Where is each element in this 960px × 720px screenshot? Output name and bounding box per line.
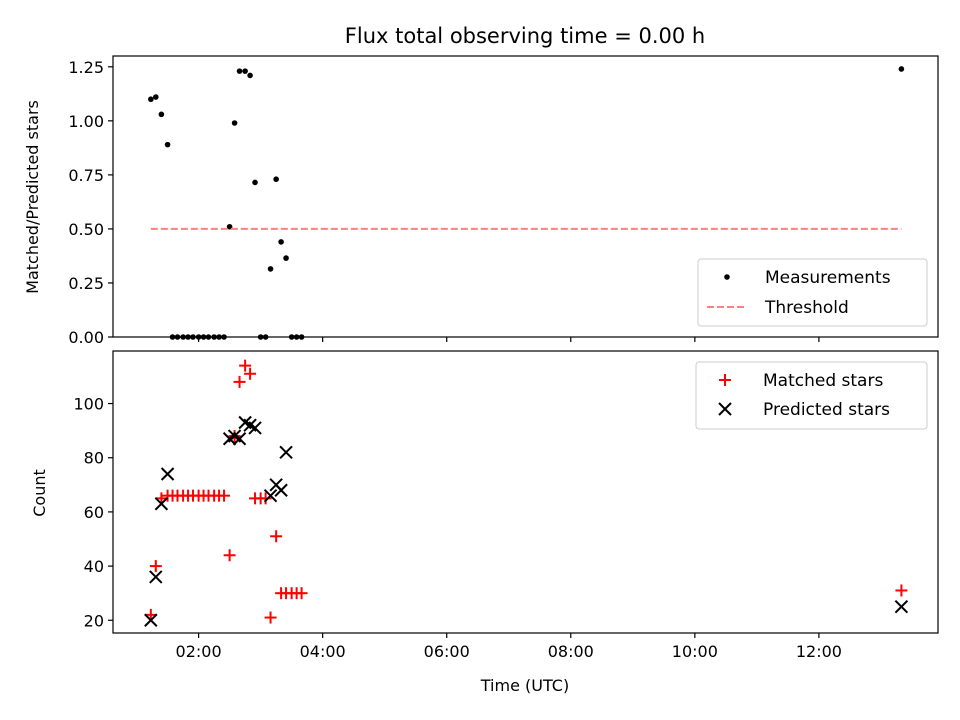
predicted-stars-point <box>144 613 158 627</box>
measurement-point <box>205 334 212 340</box>
bottom-y-axis-label: Count <box>30 469 49 517</box>
predicted-stars-point <box>894 600 909 614</box>
y-tick-label: 0.50 <box>68 220 104 239</box>
predicted-stars-point <box>279 445 293 460</box>
x-tick-label: 04:00 <box>300 642 346 661</box>
y-tick-label: 100 <box>73 395 104 414</box>
bottom-legend: Matched stars Predicted stars <box>695 361 928 430</box>
top-axes-frame <box>112 55 939 338</box>
bottom-x-ticks: 02:00 04:00 06:00 08:00 10:00 12:00 <box>176 633 842 661</box>
measurement-point <box>247 72 253 79</box>
measurement-point <box>267 266 274 272</box>
matched-stars-point <box>295 587 308 600</box>
measurement-point <box>153 94 159 100</box>
matched-stars-point <box>155 492 168 505</box>
legend-predicted-label: Predicted stars <box>763 400 890 420</box>
y-tick-label: 60 <box>84 503 104 522</box>
measurement-point <box>288 334 295 340</box>
x-tick-label: 12:00 <box>796 642 842 661</box>
measurement-point <box>898 66 905 72</box>
matched-stars-point <box>218 489 231 502</box>
chart-title: Flux total observing time = 0.00 h <box>345 24 705 48</box>
top-plot-area <box>148 66 905 340</box>
measurement-point <box>190 334 196 340</box>
legend-measurements-label: Measurements <box>765 268 891 288</box>
y-tick-label: 40 <box>84 557 104 576</box>
x-tick-label: 10:00 <box>672 642 718 661</box>
measurement-point <box>185 334 191 340</box>
y-tick-label: 20 <box>84 611 104 630</box>
legend-predicted-marker <box>718 402 732 416</box>
measurement-point <box>298 334 305 340</box>
predicted-stars-point <box>263 488 278 503</box>
predicted-stars-point <box>274 483 288 497</box>
y-tick-label: 0.00 <box>68 328 104 347</box>
bottom-legend-frame <box>695 361 928 430</box>
measurement-point <box>195 334 202 340</box>
top-legend-frame <box>697 258 928 327</box>
measurement-point <box>221 334 227 340</box>
matched-stars-point <box>264 611 277 624</box>
predicted-stars-point <box>248 421 262 435</box>
matched-stars-point <box>144 608 157 621</box>
legend-threshold-label: Threshold <box>764 298 849 318</box>
measurement-point <box>293 334 300 340</box>
y-tick-label: 80 <box>84 449 104 468</box>
measurement-point <box>174 334 181 340</box>
matched-stars-point <box>895 584 908 597</box>
y-tick-label: 0.75 <box>68 166 104 185</box>
measurement-point <box>252 179 258 186</box>
matched-stars-point <box>223 549 236 562</box>
legend-measurements-marker <box>724 274 730 280</box>
measurement-point <box>257 334 264 340</box>
legend-matched-marker <box>719 374 731 386</box>
measurement-point <box>148 96 154 103</box>
measurement-point <box>273 176 279 183</box>
measurement-point <box>164 141 171 148</box>
matched-stars-point <box>239 359 252 372</box>
legend-matched-label: Matched stars <box>763 371 883 391</box>
bottom-plot-area <box>144 359 909 627</box>
matched-stars-point <box>270 530 283 543</box>
measurement-point <box>242 68 248 74</box>
bottom-axes-frame <box>112 350 939 634</box>
x-tick-label: 08:00 <box>548 642 594 661</box>
measurement-point <box>158 111 165 118</box>
predicted-stars-point <box>149 570 163 584</box>
matched-stars-point <box>149 560 162 573</box>
y-tick-label: 1.25 <box>68 58 104 77</box>
predicted-stars-point <box>232 432 247 446</box>
bottom-y-ticks: 20 40 60 80 100 <box>73 395 113 630</box>
measurement-point <box>180 334 186 340</box>
measurement-point <box>231 120 238 126</box>
top-legend: Measurements Threshold <box>697 258 928 327</box>
predicted-stars-point <box>160 467 175 481</box>
measurement-point <box>278 239 284 245</box>
matched-stars-point <box>233 375 246 388</box>
x-axis-label: Time (UTC) <box>480 676 569 695</box>
matched-stars-point <box>244 367 257 380</box>
predicted-stars-point <box>154 497 169 511</box>
x-tick-label: 02:00 <box>176 642 222 661</box>
top-y-axis-label: Matched/Predicted stars <box>23 100 42 294</box>
measurement-point <box>216 334 222 340</box>
y-tick-label: 0.25 <box>68 274 104 293</box>
matched-stars-point <box>259 492 272 505</box>
y-tick-label: 1.00 <box>68 112 104 131</box>
measurement-point <box>211 334 217 340</box>
measurement-point <box>200 334 207 340</box>
measurement-point <box>283 255 289 261</box>
top-y-ticks: 0.00 0.25 0.50 0.75 1.00 1.25 <box>68 58 113 347</box>
measurement-point <box>262 334 269 340</box>
measurement-point <box>169 334 176 340</box>
measurement-point <box>236 68 243 74</box>
x-tick-label: 06:00 <box>424 642 470 661</box>
